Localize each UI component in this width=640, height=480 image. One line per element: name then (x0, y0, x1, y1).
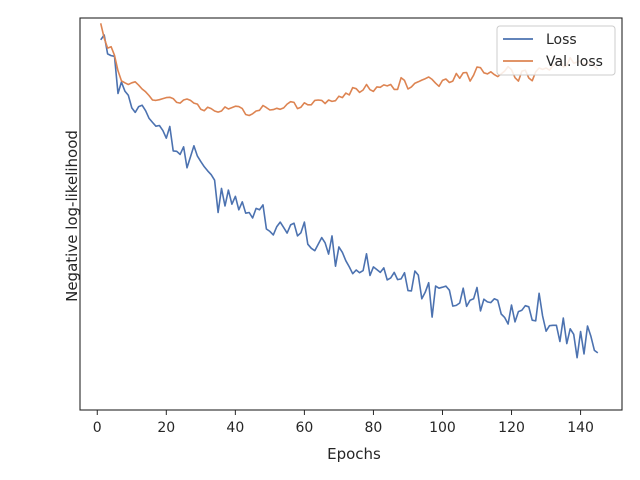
y-axis-title: Negative log-likelihood (63, 130, 81, 302)
legend: Loss Val. loss (496, 25, 616, 76)
x-tick-label: 40 (226, 420, 244, 436)
legend-label-val-loss: Val. loss (546, 54, 603, 70)
x-tick-label: 60 (295, 420, 313, 436)
x-tick-label: 20 (157, 420, 175, 436)
plot-background (80, 18, 622, 410)
x-tick-label: 100 (429, 420, 456, 436)
x-tick-label: 120 (498, 420, 525, 436)
x-tick-label: 140 (567, 420, 594, 436)
series-line-val-loss (99, 23, 599, 117)
x-tick-label: 0 (93, 420, 102, 436)
x-tick-label: 80 (365, 420, 383, 436)
legend-label-loss: Loss (546, 32, 577, 48)
plot-frame (79, 17, 623, 411)
series-line-loss (100, 34, 599, 359)
x-axis-title: Epochs (327, 445, 381, 463)
